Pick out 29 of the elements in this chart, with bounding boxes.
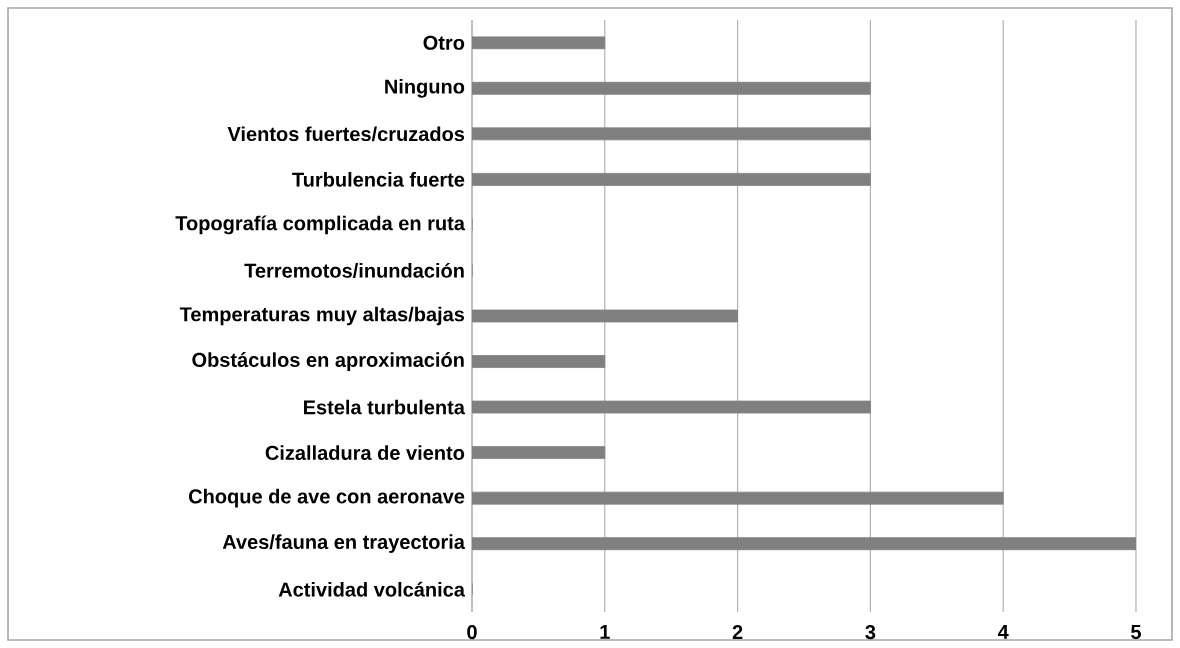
- bar: [472, 446, 606, 460]
- y-tick-label: Terremotos/inundación: [244, 262, 464, 278]
- y-tick-label: Topografía complicada en ruta: [175, 215, 466, 235]
- x-tick-label: 2: [732, 625, 743, 640]
- y-tick-label: Choque de ave con aeronave: [188, 488, 465, 508]
- bar: [472, 537, 1136, 551]
- bar: [472, 491, 1004, 505]
- y-tick-label: Vientos fuertes/cruzados: [227, 126, 465, 142]
- bar: [472, 309, 738, 323]
- x-tick-label: 3: [865, 625, 876, 640]
- y-tick-label: Obstáculos en aproximación: [192, 352, 464, 371]
- x-tick-label: 0: [467, 625, 477, 640]
- y-tick-label: Temperaturas muy altas/bajas: [179, 306, 465, 326]
- x-tick-label: 5: [1131, 625, 1141, 640]
- bar: [472, 172, 871, 186]
- y-tick-label: Cizalladura de viento: [265, 445, 465, 460]
- bar: [472, 400, 871, 414]
- y-tick-label: Aves/fauna en trayectoria: [222, 534, 466, 553]
- bar: [472, 127, 871, 141]
- y-tick-label: Estela turbulenta: [304, 399, 466, 415]
- y-tick-label: Turbulencia fuerte: [292, 172, 465, 187]
- bar: [472, 81, 871, 95]
- x-tick-label: 1: [600, 625, 610, 639]
- y-tick-label: Ninguno: [385, 78, 465, 98]
- y-tick-label: Actividad volcánica: [278, 581, 466, 597]
- y-tick-label: Otro: [423, 35, 465, 50]
- bar: [472, 355, 606, 368]
- bar: [472, 36, 606, 50]
- x-tick-label: 4: [997, 625, 1009, 639]
